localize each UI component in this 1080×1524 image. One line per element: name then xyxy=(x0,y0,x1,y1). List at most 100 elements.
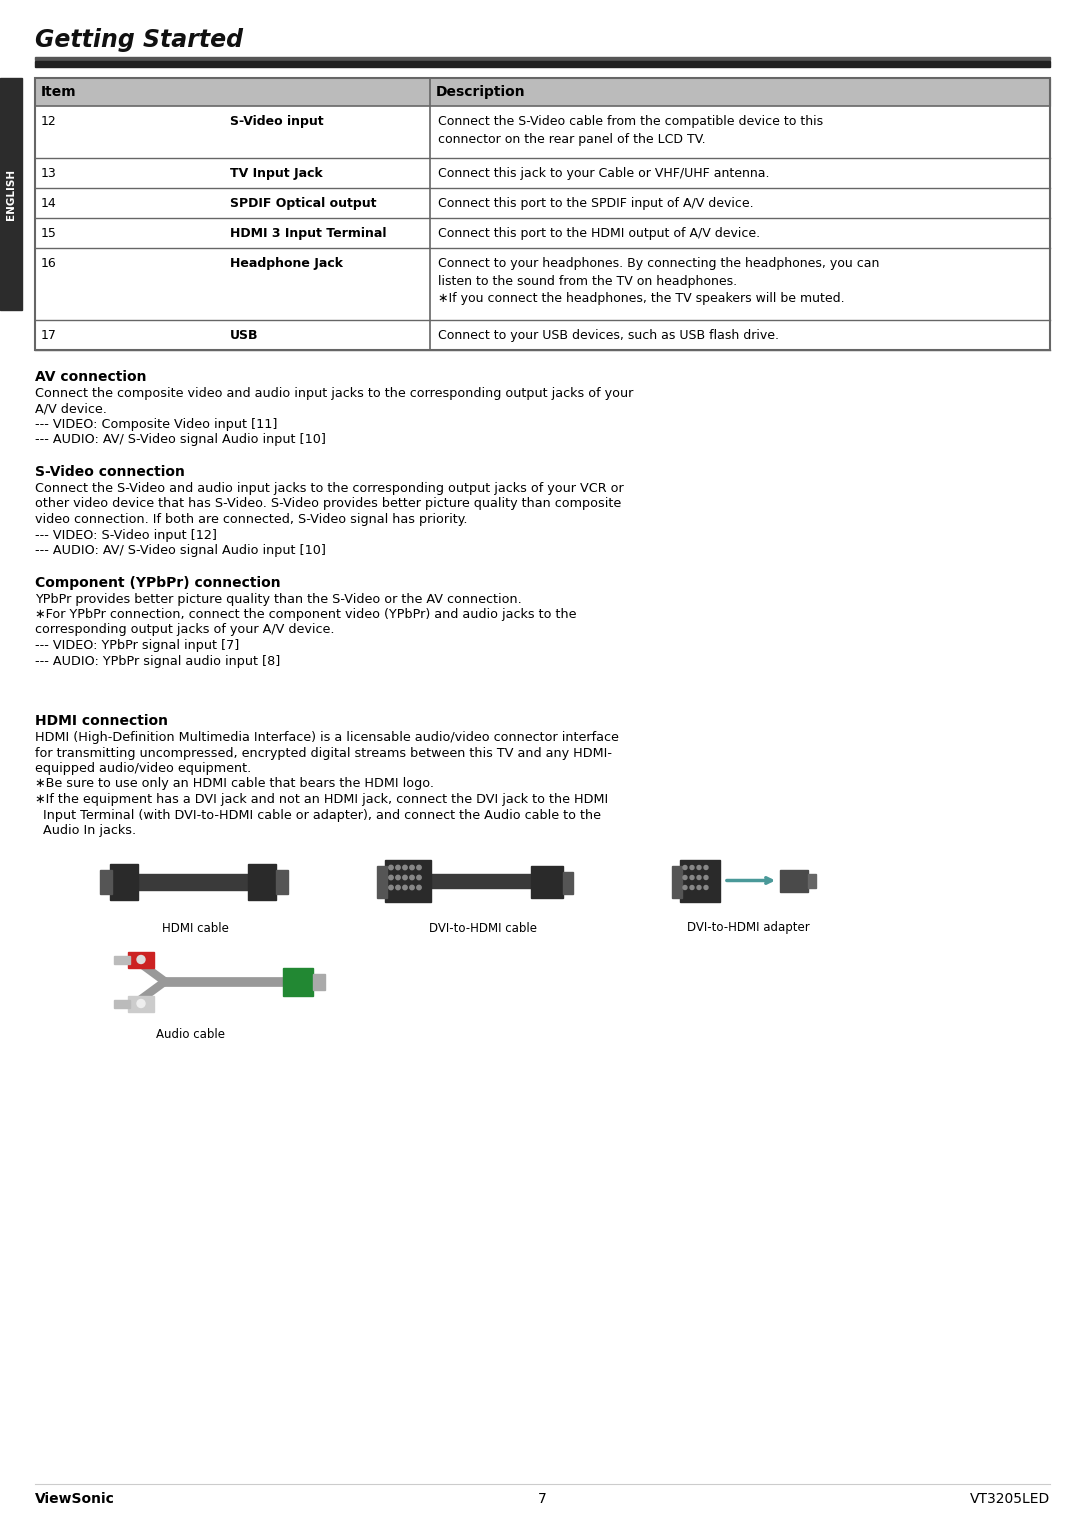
Bar xyxy=(680,860,720,902)
Text: other video device that has S-Video. S-Video provides better picture quality tha: other video device that has S-Video. S-V… xyxy=(35,497,621,511)
Text: ∗Be sure to use only an HDMI cable that bears the HDMI logo.: ∗Be sure to use only an HDMI cable that … xyxy=(35,777,434,791)
Text: DVI-to-HDMI cable: DVI-to-HDMI cable xyxy=(429,922,537,934)
Text: Connect to your USB devices, such as USB flash drive.: Connect to your USB devices, such as USB… xyxy=(438,329,779,341)
Text: HDMI connection: HDMI connection xyxy=(35,715,168,728)
Text: Component (YPbPr) connection: Component (YPbPr) connection xyxy=(35,576,281,590)
Bar xyxy=(0,78,22,309)
Text: Connect this port to the SPDIF input of A/V device.: Connect this port to the SPDIF input of … xyxy=(438,197,754,210)
Text: 12: 12 xyxy=(41,114,57,128)
Text: DVI-to-HDMI adapter: DVI-to-HDMI adapter xyxy=(687,922,809,934)
Text: Audio In jacks.: Audio In jacks. xyxy=(35,824,136,837)
Text: 14: 14 xyxy=(41,197,57,210)
Text: Connect the S-Video and audio input jacks to the corresponding output jacks of y: Connect the S-Video and audio input jack… xyxy=(35,482,624,495)
Circle shape xyxy=(697,866,701,870)
Bar xyxy=(531,866,563,898)
Bar xyxy=(808,873,816,887)
Text: HDMI 3 Input Terminal: HDMI 3 Input Terminal xyxy=(230,227,387,239)
Bar xyxy=(35,158,1050,187)
Bar xyxy=(780,870,808,892)
Circle shape xyxy=(690,885,694,890)
Text: --- AUDIO: AV/ S-Video signal Audio input [10]: --- AUDIO: AV/ S-Video signal Audio inpu… xyxy=(35,433,326,447)
Text: Connect this port to the HDMI output of A/V device.: Connect this port to the HDMI output of … xyxy=(438,227,760,239)
Circle shape xyxy=(409,885,415,890)
Circle shape xyxy=(395,866,401,870)
Text: Connect the S-Video cable from the compatible device to this
connector on the re: Connect the S-Video cable from the compa… xyxy=(438,114,823,145)
Text: 13: 13 xyxy=(41,168,57,180)
Bar xyxy=(35,78,1050,107)
Bar xyxy=(114,1000,130,1007)
Bar xyxy=(35,218,1050,248)
Bar xyxy=(114,956,130,963)
Circle shape xyxy=(683,866,687,870)
Bar xyxy=(431,873,531,887)
Text: 15: 15 xyxy=(41,227,57,239)
Circle shape xyxy=(417,866,421,870)
Bar xyxy=(35,78,1050,351)
Circle shape xyxy=(683,885,687,890)
Text: 16: 16 xyxy=(41,258,57,270)
Bar xyxy=(35,107,1050,158)
Text: TV Input Jack: TV Input Jack xyxy=(230,168,323,180)
Text: YPbPr provides better picture quality than the S-Video or the AV connection.: YPbPr provides better picture quality th… xyxy=(35,593,522,605)
Text: Item: Item xyxy=(41,85,77,99)
Text: 7: 7 xyxy=(538,1492,546,1506)
Circle shape xyxy=(690,866,694,870)
Circle shape xyxy=(403,885,407,890)
Text: video connection. If both are connected, S-Video signal has priority.: video connection. If both are connected,… xyxy=(35,514,468,526)
Circle shape xyxy=(697,875,701,879)
Bar xyxy=(384,860,431,902)
Bar xyxy=(35,56,1050,59)
Circle shape xyxy=(137,956,145,963)
Circle shape xyxy=(395,885,401,890)
Text: SPDIF Optical output: SPDIF Optical output xyxy=(230,197,377,210)
Text: Connect to your headphones. By connecting the headphones, you can
listen to the : Connect to your headphones. By connectin… xyxy=(438,258,879,305)
Text: USB: USB xyxy=(230,329,258,341)
Text: Audio cable: Audio cable xyxy=(156,1029,225,1041)
Circle shape xyxy=(403,875,407,879)
Text: S-Video input: S-Video input xyxy=(230,114,324,128)
Bar xyxy=(563,872,573,893)
Bar xyxy=(35,248,1050,320)
Circle shape xyxy=(403,866,407,870)
Text: 17: 17 xyxy=(41,329,57,341)
Bar xyxy=(110,864,138,899)
Text: --- AUDIO: YPbPr signal audio input [8]: --- AUDIO: YPbPr signal audio input [8] xyxy=(35,654,280,668)
Bar xyxy=(138,873,248,890)
Bar xyxy=(313,974,325,989)
Bar xyxy=(35,320,1050,351)
Text: HDMI (High-Definition Multimedia Interface) is a licensable audio/video connecto: HDMI (High-Definition Multimedia Interfa… xyxy=(35,732,619,744)
Bar xyxy=(129,995,154,1012)
Circle shape xyxy=(409,866,415,870)
Text: corresponding output jacks of your A/V device.: corresponding output jacks of your A/V d… xyxy=(35,623,335,637)
Text: ViewSonic: ViewSonic xyxy=(35,1492,114,1506)
Circle shape xyxy=(389,885,393,890)
Text: equipped audio/video equipment.: equipped audio/video equipment. xyxy=(35,762,252,776)
Circle shape xyxy=(137,1000,145,1007)
Circle shape xyxy=(683,875,687,879)
Bar xyxy=(248,864,276,899)
Bar xyxy=(35,187,1050,218)
Bar xyxy=(35,61,1050,67)
Circle shape xyxy=(417,885,421,890)
Text: Connect this jack to your Cable or VHF/UHF antenna.: Connect this jack to your Cable or VHF/U… xyxy=(438,168,769,180)
Text: Connect the composite video and audio input jacks to the corresponding output ja: Connect the composite video and audio in… xyxy=(35,387,633,399)
Text: --- AUDIO: AV/ S-Video signal Audio input [10]: --- AUDIO: AV/ S-Video signal Audio inpu… xyxy=(35,544,326,556)
Circle shape xyxy=(395,875,401,879)
Circle shape xyxy=(389,866,393,870)
Text: for transmitting uncompressed, encrypted digital streams between this TV and any: for transmitting uncompressed, encrypted… xyxy=(35,747,612,759)
Text: Getting Started: Getting Started xyxy=(35,27,243,52)
Text: Description: Description xyxy=(436,85,526,99)
Bar xyxy=(672,866,681,898)
Text: S-Video connection: S-Video connection xyxy=(35,465,185,479)
Text: Headphone Jack: Headphone Jack xyxy=(230,258,343,270)
Text: AV connection: AV connection xyxy=(35,370,147,384)
Circle shape xyxy=(409,875,415,879)
Text: Input Terminal (with DVI-to-HDMI cable or adapter), and connect the Audio cable : Input Terminal (with DVI-to-HDMI cable o… xyxy=(35,809,600,821)
Text: --- VIDEO: YPbPr signal input [7]: --- VIDEO: YPbPr signal input [7] xyxy=(35,639,240,652)
Text: --- VIDEO: S-Video input [12]: --- VIDEO: S-Video input [12] xyxy=(35,529,217,541)
Circle shape xyxy=(704,885,708,890)
Bar xyxy=(100,870,112,893)
Circle shape xyxy=(389,875,393,879)
Bar xyxy=(129,951,154,968)
Text: ∗If the equipment has a DVI jack and not an HDMI jack, connect the DVI jack to t: ∗If the equipment has a DVI jack and not… xyxy=(35,792,608,806)
